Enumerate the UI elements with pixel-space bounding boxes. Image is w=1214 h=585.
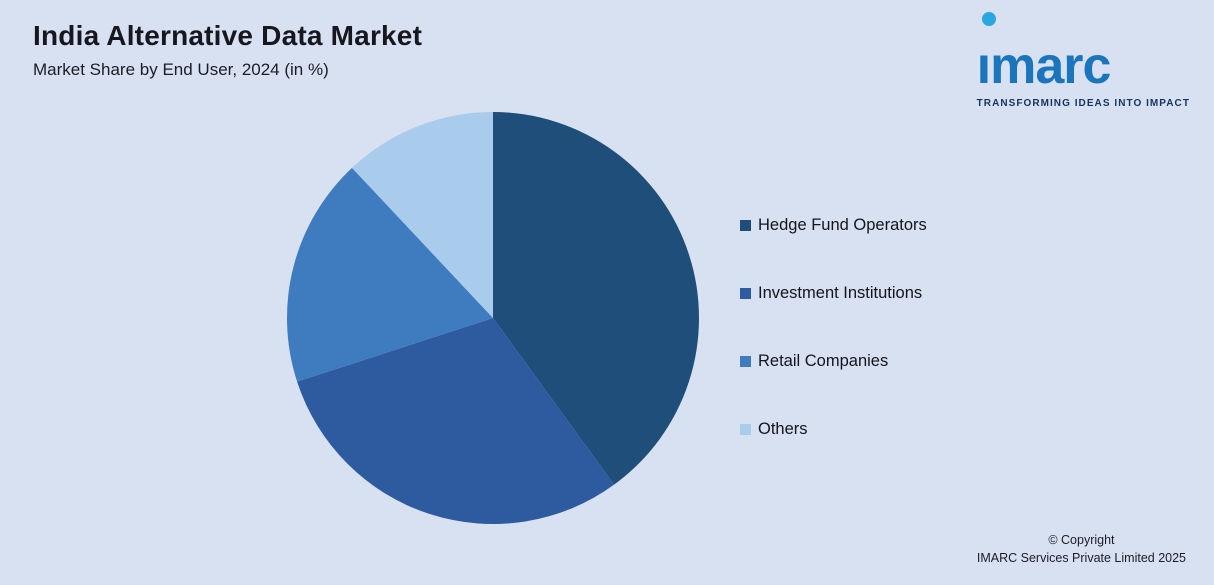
logo-text: ımarc (976, 37, 1112, 95)
legend-label: Hedge Fund Operators (758, 216, 927, 234)
logo-dot-icon (981, 12, 996, 26)
legend-label: Retail Companies (758, 352, 889, 370)
logo-tagline: TRANSFORMING IDEAS INTO IMPACT (976, 98, 1190, 109)
legend-item-others: Others (740, 420, 927, 439)
pie-slice-3 (351, 112, 493, 318)
pie-slice-1 (297, 318, 615, 524)
legend-item-hedge-fund-operators: Hedge Fund Operators (740, 216, 927, 235)
pie-slice-0 (493, 112, 699, 485)
legend: Hedge Fund Operators Investment Institut… (740, 216, 927, 439)
legend-item-retail-companies: Retail Companies (740, 352, 927, 371)
legend-marker (740, 220, 751, 231)
copyright-line1: © Copyright (1048, 532, 1115, 547)
copyright: © Copyright IMARC Services Private Limit… (977, 531, 1186, 567)
copyright-line2: IMARC Services Private Limited 2025 (976, 550, 1186, 565)
page-title: India Alternative Data Market (33, 20, 423, 51)
imarc-logo: ımarc TRANSFORMING IDEAS INTO IMPACT (977, 12, 1190, 109)
legend-marker (740, 356, 751, 367)
legend-marker (740, 288, 751, 299)
header: India Alternative Data Market Market Sha… (33, 20, 422, 80)
legend-item-investment-institutions: Investment Institutions (740, 284, 927, 303)
legend-marker (740, 424, 751, 435)
legend-label: Others (758, 420, 808, 438)
logo-word: ımarc (977, 12, 1111, 92)
legend-label: Investment Institutions (758, 284, 923, 302)
page-subtitle: Market Share by End User, 2024 (in %) (33, 60, 329, 79)
pie-chart (287, 112, 699, 524)
pie-slice-2 (287, 167, 493, 382)
